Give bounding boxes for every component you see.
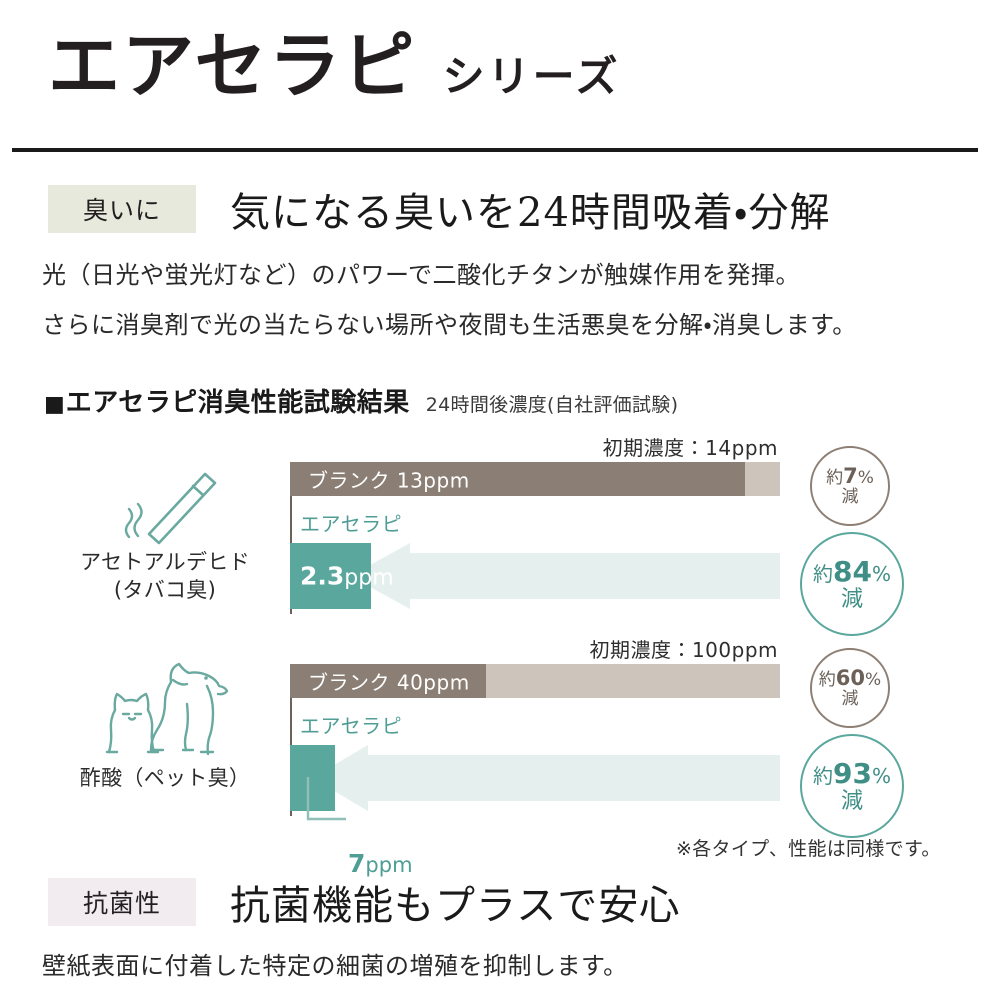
reduction-arrow-2 bbox=[290, 745, 780, 811]
test-footnote: ※各タイプ、性能は同様です。 bbox=[676, 838, 941, 860]
category-label-2: 酢酸（ペット臭） bbox=[79, 766, 251, 790]
odor-body-line1: 光（日光や蛍光灯など）のパワーで二酸化チタンが触媒作用を発揮。 bbox=[42, 261, 801, 289]
cigarette-icon bbox=[40, 460, 290, 548]
blank-bar-label-2: ブランク 40ppm bbox=[308, 670, 470, 695]
reduction-badge-airtherapy-1-line1: 約84% bbox=[813, 554, 891, 588]
page-header: エアセラピ シリーズ bbox=[48, 30, 620, 104]
airtherapy-row-1: 2.3ppm bbox=[290, 543, 780, 609]
antibacterial-heading-text: 抗菌機能もプラスで安心 bbox=[230, 883, 681, 929]
plot-area-1: ブランク 13ppm エアセラピ 2.3ppm bbox=[290, 462, 780, 614]
chart-acetic-acid: 初期濃度：100ppm bbox=[0, 634, 1000, 878]
chart-acetaldehyde: 初期濃度：14ppm アセトアルデヒド (タバコ臭) bbox=[0, 432, 1000, 636]
reduction-badge-blank-1-line1: 約7% bbox=[826, 464, 874, 489]
axis-line-1 bbox=[290, 462, 292, 614]
reduction-badge-airtherapy-1-line2: 減 bbox=[840, 587, 863, 613]
initial-concentration-label-1: 初期濃度：14ppm bbox=[602, 436, 778, 460]
odor-heading-text: 気になる臭いを24時間吸着・分解 bbox=[230, 190, 831, 236]
value-leader-line-2 bbox=[306, 777, 346, 821]
blank-bar-fill-2 bbox=[290, 664, 486, 698]
reduction-badge-blank-2-line1: 約60% bbox=[818, 666, 882, 691]
airtherapy-value-1: 2.3ppm bbox=[300, 561, 394, 591]
reduction-badge-airtherapy-2-line1: 約93% bbox=[813, 756, 891, 790]
reduction-badge-airtherapy-1: 約84% 減 bbox=[800, 532, 904, 636]
category-acetaldehyde: アセトアルデヒド (タバコ臭) bbox=[40, 460, 290, 605]
dog-cat-icon bbox=[40, 658, 290, 764]
test-title-main: エアセラピ消臭性能試験結果 bbox=[65, 388, 410, 418]
bullet-square-icon: ■ bbox=[44, 392, 65, 417]
blank-bar-label-1: ブランク 13ppm bbox=[308, 468, 470, 493]
reduction-arrow-1 bbox=[290, 543, 780, 609]
blank-bar-track-1: ブランク 13ppm bbox=[290, 462, 780, 496]
header-divider bbox=[12, 148, 978, 152]
airtherapy-value-2: 7ppm bbox=[348, 849, 413, 878]
plot-area-2: ブランク 40ppm エアセラピ 7ppm bbox=[290, 664, 780, 878]
airtherapy-row-2 bbox=[290, 745, 780, 821]
odor-badge: 臭いに bbox=[48, 185, 196, 233]
blank-bar-track-2: ブランク 40ppm bbox=[290, 664, 780, 698]
reduction-badge-airtherapy-2: 約93% 減 bbox=[800, 734, 904, 838]
airtherapy-bar-2 bbox=[290, 745, 336, 811]
odor-section-heading: 臭いに 気になる臭いを24時間吸着・分解 bbox=[48, 180, 831, 238]
antibacterial-badge: 抗菌性 bbox=[48, 878, 196, 926]
reduction-badge-blank-2-line2: 減 bbox=[841, 689, 859, 709]
axis-line-2 bbox=[290, 664, 292, 816]
reduction-badge-airtherapy-2-line2: 減 bbox=[840, 789, 863, 815]
antibacterial-section-heading: 抗菌性 抗菌機能もプラスで安心 bbox=[48, 873, 680, 931]
airtherapy-label-2: エアセラピ bbox=[300, 714, 403, 738]
reduction-badge-blank-1: 約7% 減 bbox=[810, 446, 890, 526]
page-subtitle: シリーズ bbox=[442, 52, 621, 101]
airtherapy-bar-1: 2.3ppm bbox=[290, 543, 394, 609]
odor-body-line2: さらに消臭剤で光の当たらない場所や夜間も生活悪臭を分解・消臭します。 bbox=[42, 311, 857, 339]
antibacterial-body-line1: 壁紙表面に付着した特定の細菌の増殖を抑制します。 bbox=[42, 952, 628, 980]
test-result-title: ■ エアセラピ消臭性能試験結果 24時間後濃度(自社評価試験) bbox=[44, 382, 678, 419]
reduction-badge-blank-1-line2: 減 bbox=[841, 487, 859, 507]
initial-concentration-label-2: 初期濃度：100ppm bbox=[589, 638, 778, 662]
blank-bar-fill-1 bbox=[290, 462, 745, 496]
airtherapy-label-1: エアセラピ bbox=[300, 512, 403, 536]
category-label-1: アセトアルデヒド (タバコ臭) bbox=[80, 550, 250, 603]
reduction-badge-blank-2: 約60% 減 bbox=[810, 648, 890, 728]
test-title-sub: 24時間後濃度(自社評価試験) bbox=[425, 394, 679, 416]
category-acetic-acid: 酢酸（ペット臭） bbox=[40, 658, 290, 792]
page-title: エアセラピ bbox=[48, 24, 417, 108]
